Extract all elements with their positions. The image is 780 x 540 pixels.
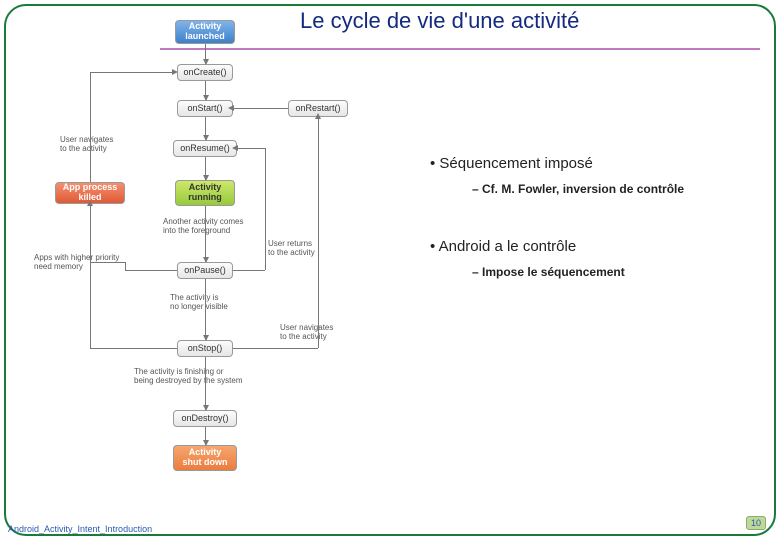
label-usernav2: User navigatesto the activity <box>280 324 333 342</box>
title-underline <box>160 48 760 50</box>
edge <box>233 270 265 271</box>
node-ondestroy: onDestroy() <box>173 410 237 427</box>
label-userret: User returnsto the activity <box>268 240 315 258</box>
edge <box>233 108 288 109</box>
arrow <box>205 357 206 410</box>
edge <box>90 348 177 349</box>
arrow <box>205 427 206 445</box>
edge <box>125 270 177 271</box>
footer-text: Android_Activity_Intent_Introduction <box>8 524 152 534</box>
edge <box>265 148 266 270</box>
node-running: Activityrunning <box>175 180 235 206</box>
node-onresume: onResume() <box>173 140 237 157</box>
node-shutdown: Activityshut down <box>173 445 237 471</box>
label-finishing: The activity is finishing orbeing destro… <box>134 368 243 386</box>
edge <box>90 72 91 182</box>
sub-2: Impose le séquencement <box>472 265 625 279</box>
label-another: Another activity comesinto the foregroun… <box>163 218 243 236</box>
slide-title: Le cycle de vie d'une activité <box>300 8 579 34</box>
edge <box>318 117 319 348</box>
sub-1: Cf. M. Fowler, inversion de contrôle <box>472 182 684 196</box>
edge <box>90 204 91 348</box>
bullet-1: Séquencement imposé <box>430 155 593 172</box>
edge <box>90 262 125 263</box>
arrow-tip <box>228 105 234 111</box>
arrow <box>205 81 206 100</box>
page-number: 10 <box>746 516 766 530</box>
edge <box>125 262 126 271</box>
node-onpause: onPause() <box>177 262 233 279</box>
arrow <box>205 44 206 64</box>
arrow <box>205 206 206 262</box>
arrow-tip <box>315 113 321 119</box>
node-onstop: onStop() <box>177 340 233 357</box>
slide-frame <box>4 4 776 536</box>
arrow-tip <box>232 145 238 151</box>
edge <box>233 348 318 349</box>
arrow-tip <box>172 69 178 75</box>
node-oncreate: onCreate() <box>177 64 233 81</box>
node-onstart: onStart() <box>177 100 233 117</box>
label-nolonger: The activity isno longer visible <box>170 294 228 312</box>
edge <box>90 72 172 73</box>
arrow <box>205 157 206 180</box>
edge <box>237 148 265 149</box>
bullet-2: Android a le contrôle <box>430 238 576 255</box>
arrow <box>205 279 206 340</box>
arrow-tip <box>87 200 93 206</box>
arrow <box>205 117 206 140</box>
node-launched: Activitylaunched <box>175 20 235 44</box>
label-usernav: User navigatesto the activity <box>60 136 113 154</box>
